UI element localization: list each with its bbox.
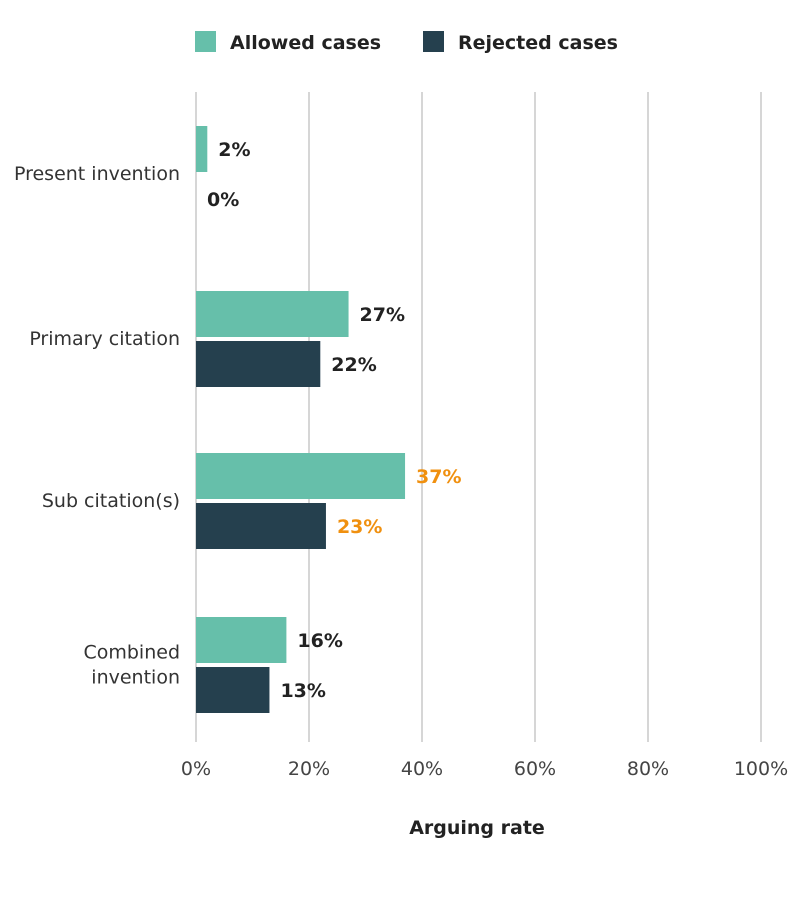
- x-tick-label: 60%: [514, 758, 556, 780]
- x-tick-label: 100%: [734, 758, 788, 780]
- data-label: 37%: [416, 466, 461, 488]
- data-label: 0%: [207, 189, 239, 211]
- category-label: Primary citation: [29, 328, 180, 350]
- data-label: 22%: [331, 354, 376, 376]
- category-label: Sub citation(s): [42, 490, 180, 512]
- bar-rejected-cases: [196, 341, 321, 387]
- legend-label: Allowed cases: [230, 32, 381, 54]
- x-tick-label: 0%: [181, 758, 211, 780]
- category-label: invention: [91, 667, 180, 689]
- bar-allowed-cases: [196, 291, 349, 337]
- bar-rejected-cases: [196, 667, 270, 713]
- data-label: 16%: [297, 630, 342, 652]
- x-tick-label: 20%: [288, 758, 330, 780]
- data-label: 27%: [360, 304, 405, 326]
- x-tick-label: 40%: [401, 758, 443, 780]
- bar-allowed-cases: [196, 617, 287, 663]
- x-tick-label: 80%: [627, 758, 669, 780]
- legend-swatch: [195, 31, 216, 52]
- data-label: 13%: [280, 680, 325, 702]
- bar-rejected-cases: [196, 503, 326, 549]
- legend-label: Rejected cases: [458, 32, 618, 54]
- data-label: 2%: [218, 139, 250, 161]
- category-label: Combined: [83, 642, 180, 664]
- bar-allowed-cases: [196, 126, 208, 172]
- category-label: Present invention: [14, 163, 180, 185]
- bar-allowed-cases: [196, 453, 406, 499]
- legend-swatch: [423, 31, 444, 52]
- data-label: 23%: [337, 516, 382, 538]
- x-axis-label: Arguing rate: [409, 817, 545, 839]
